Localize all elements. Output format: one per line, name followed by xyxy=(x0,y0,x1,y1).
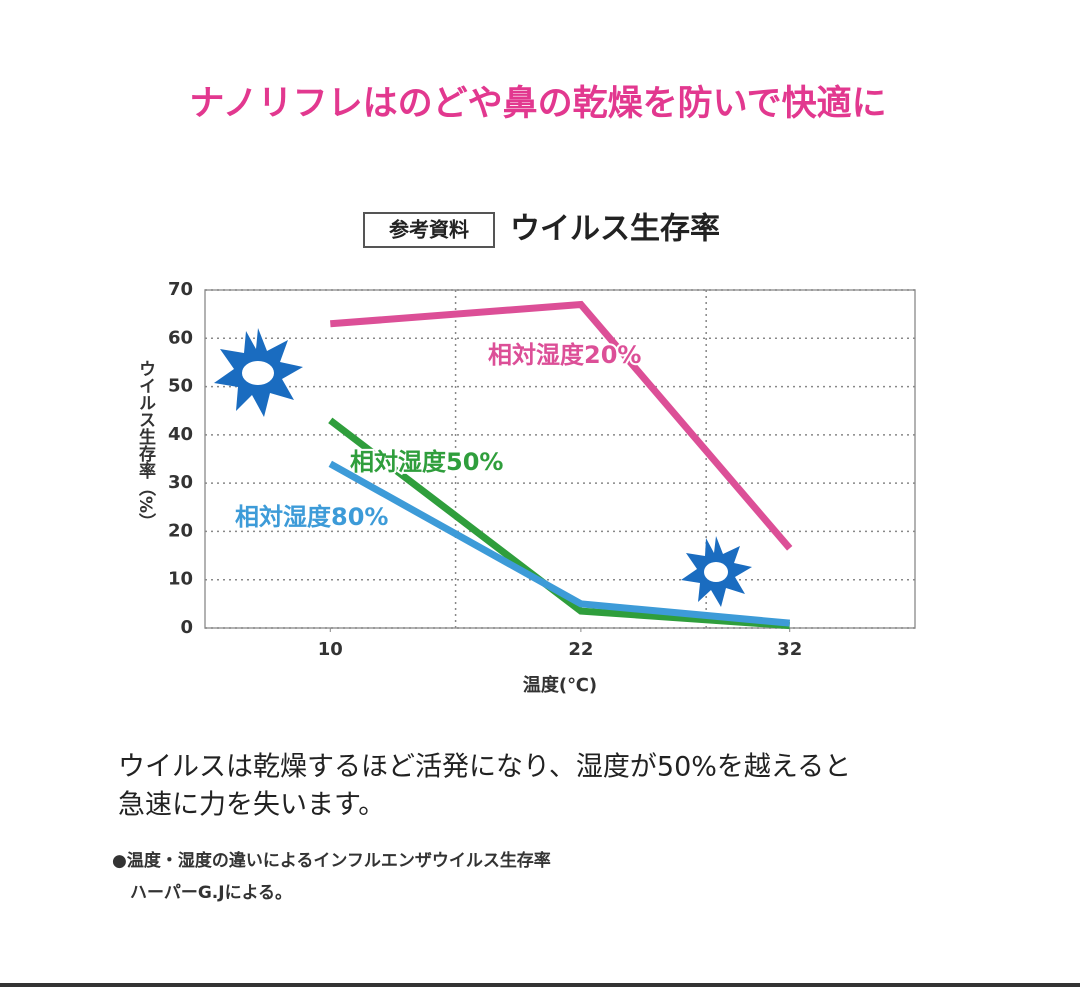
y-tick-label: 70 xyxy=(168,279,193,300)
y-tick-label: 20 xyxy=(168,520,193,541)
y-tick-label: 50 xyxy=(168,376,193,397)
series-line xyxy=(330,300,793,551)
description: 急速に力を失います。 xyxy=(118,790,385,821)
series-line xyxy=(328,460,791,627)
plot: 0 10 20 30 40 50 60 70 10 22 32 相対湿度20% 相対湿度50% 相対湿度8… xyxy=(168,279,916,660)
y-axis-label: ウイルス生存率（%） xyxy=(135,360,156,530)
virus-icon xyxy=(214,328,303,417)
tag-box xyxy=(363,212,495,248)
x-tick-label: 32 xyxy=(777,639,802,660)
x-axis-label: 温度(℃) xyxy=(523,674,597,696)
y-tick-label: 60 xyxy=(168,327,193,348)
bottom-rule xyxy=(0,983,1080,987)
note: ハーパーG.Jによる。 xyxy=(130,883,292,903)
note: ●温度・湿度の違いによるインフルエンザウイルス生存率 xyxy=(112,850,551,871)
description: ウイルスは乾燥するほど活発になり、湿度が50%を越えると xyxy=(118,752,851,783)
virus-icon xyxy=(681,536,752,607)
chart-title: ウイルス生存率 xyxy=(510,212,720,247)
series-label: 相対湿度80% xyxy=(235,503,388,531)
x-tick-label: 22 xyxy=(568,639,593,660)
y-tick-label: 40 xyxy=(168,424,193,445)
series-label: 相対湿度50% xyxy=(350,448,503,476)
y-tick-label: 0 xyxy=(180,617,193,638)
series-label: 相対湿度20% xyxy=(488,341,641,369)
plot-frame xyxy=(204,289,916,629)
y-tick-label: 30 xyxy=(168,472,193,493)
page-title: ナノリフレはのどや鼻の乾燥を防いで快適に xyxy=(189,84,886,124)
series-line xyxy=(328,417,790,630)
y-tick-label: 10 xyxy=(168,569,193,590)
x-tick-label: 10 xyxy=(318,639,343,660)
tag: 参考資料 xyxy=(389,218,469,242)
